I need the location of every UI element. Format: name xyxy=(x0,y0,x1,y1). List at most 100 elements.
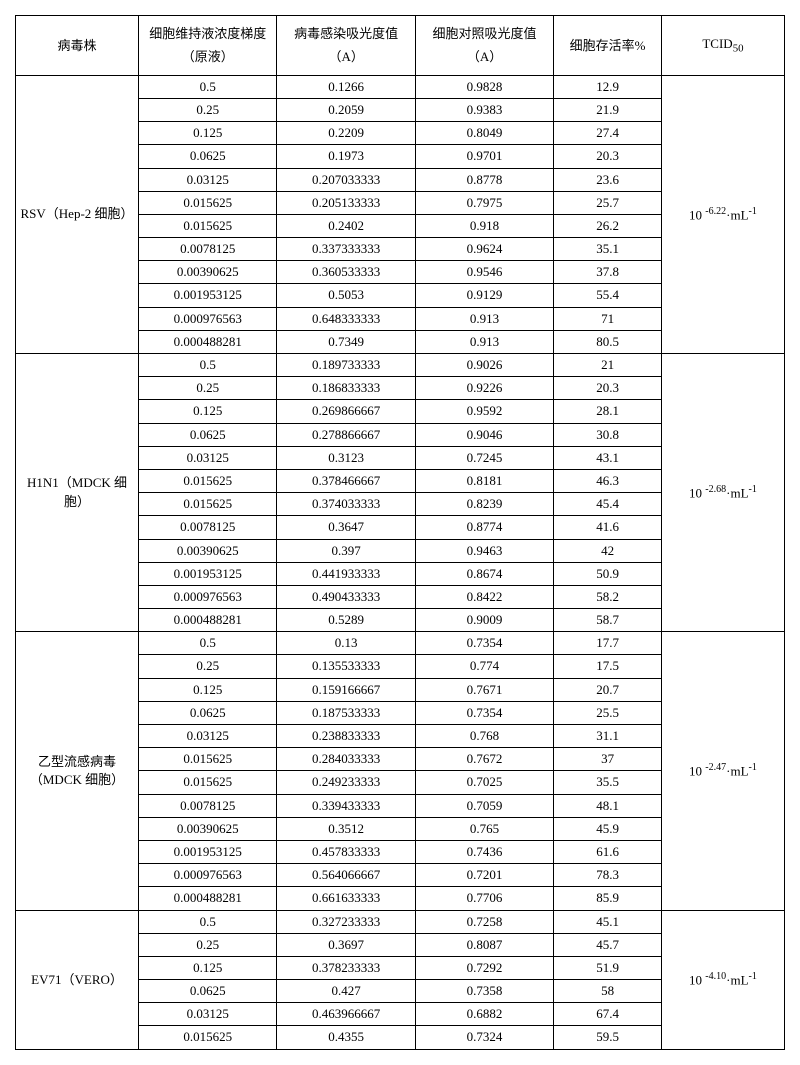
abs-control-cell: 0.7059 xyxy=(415,794,553,817)
header-abs-infect: 病毒感染吸光度值（A） xyxy=(277,16,415,76)
abs-infect-cell: 0.3647 xyxy=(277,516,415,539)
abs-control-cell: 0.9828 xyxy=(415,75,553,98)
abs-infect-cell: 0.2209 xyxy=(277,122,415,145)
abs-control-cell: 0.9383 xyxy=(415,98,553,121)
abs-control-cell: 0.8181 xyxy=(415,469,553,492)
table-row: RSV（Hep-2 细胞）0.50.12660.982812.910 -6.22… xyxy=(16,75,785,98)
conc-cell: 0.0625 xyxy=(139,701,277,724)
table-row: EV71（VERO）0.50.3272333330.725845.110 -4.… xyxy=(16,910,785,933)
survival-cell: 55.4 xyxy=(554,284,662,307)
survival-cell: 48.1 xyxy=(554,794,662,817)
abs-infect-cell: 0.207033333 xyxy=(277,168,415,191)
conc-cell: 0.0625 xyxy=(139,145,277,168)
survival-cell: 51.9 xyxy=(554,956,662,979)
survival-cell: 37 xyxy=(554,748,662,771)
abs-infect-cell: 0.378233333 xyxy=(277,956,415,979)
strain-cell: H1N1（MDCK 细胞） xyxy=(16,354,139,632)
conc-cell: 0.000488281 xyxy=(139,887,277,910)
conc-cell: 0.25 xyxy=(139,377,277,400)
survival-cell: 50.9 xyxy=(554,562,662,585)
abs-infect-cell: 0.661633333 xyxy=(277,887,415,910)
survival-cell: 78.3 xyxy=(554,864,662,887)
tcid-cell: 10 -2.68·mL-1 xyxy=(661,354,784,632)
abs-control-cell: 0.9129 xyxy=(415,284,553,307)
abs-control-cell: 0.8049 xyxy=(415,122,553,145)
table-row: 乙型流感病毒（MDCK 细胞）0.50.130.735417.710 -2.47… xyxy=(16,632,785,655)
abs-infect-cell: 0.1266 xyxy=(277,75,415,98)
conc-cell: 0.000488281 xyxy=(139,609,277,632)
abs-control-cell: 0.768 xyxy=(415,725,553,748)
abs-control-cell: 0.9701 xyxy=(415,145,553,168)
abs-control-cell: 0.7671 xyxy=(415,678,553,701)
survival-cell: 20.3 xyxy=(554,145,662,168)
survival-cell: 17.5 xyxy=(554,655,662,678)
conc-cell: 0.03125 xyxy=(139,1003,277,1026)
header-survival: 细胞存活率% xyxy=(554,16,662,76)
abs-infect-cell: 0.337333333 xyxy=(277,238,415,261)
abs-infect-cell: 0.5053 xyxy=(277,284,415,307)
survival-cell: 41.6 xyxy=(554,516,662,539)
abs-control-cell: 0.8774 xyxy=(415,516,553,539)
conc-cell: 0.001953125 xyxy=(139,562,277,585)
abs-control-cell: 0.7354 xyxy=(415,701,553,724)
survival-cell: 85.9 xyxy=(554,887,662,910)
abs-control-cell: 0.7201 xyxy=(415,864,553,887)
header-tcid: TCID50 xyxy=(661,16,784,76)
abs-infect-cell: 0.3512 xyxy=(277,817,415,840)
conc-cell: 0.25 xyxy=(139,655,277,678)
abs-control-cell: 0.9592 xyxy=(415,400,553,423)
tcid-cell: 10 -6.22·mL-1 xyxy=(661,75,784,353)
abs-control-cell: 0.7354 xyxy=(415,632,553,655)
conc-cell: 0.015625 xyxy=(139,493,277,516)
conc-cell: 0.001953125 xyxy=(139,284,277,307)
survival-cell: 58.7 xyxy=(554,609,662,632)
survival-cell: 59.5 xyxy=(554,1026,662,1049)
strain-cell: EV71（VERO） xyxy=(16,910,139,1049)
abs-control-cell: 0.7292 xyxy=(415,956,553,979)
survival-cell: 80.5 xyxy=(554,330,662,353)
survival-cell: 30.8 xyxy=(554,423,662,446)
survival-cell: 37.8 xyxy=(554,261,662,284)
conc-cell: 0.5 xyxy=(139,75,277,98)
abs-infect-cell: 0.278866667 xyxy=(277,423,415,446)
conc-cell: 0.5 xyxy=(139,910,277,933)
survival-cell: 58 xyxy=(554,980,662,1003)
survival-cell: 35.5 xyxy=(554,771,662,794)
conc-cell: 0.000488281 xyxy=(139,330,277,353)
abs-infect-cell: 0.374033333 xyxy=(277,493,415,516)
conc-cell: 0.125 xyxy=(139,678,277,701)
abs-control-cell: 0.913 xyxy=(415,307,553,330)
survival-cell: 45.7 xyxy=(554,933,662,956)
conc-cell: 0.000976563 xyxy=(139,307,277,330)
table-row: H1N1（MDCK 细胞）0.50.1897333330.90262110 -2… xyxy=(16,354,785,377)
conc-cell: 0.015625 xyxy=(139,1026,277,1049)
abs-control-cell: 0.7706 xyxy=(415,887,553,910)
conc-cell: 0.03125 xyxy=(139,446,277,469)
conc-cell: 0.0625 xyxy=(139,423,277,446)
abs-infect-cell: 0.249233333 xyxy=(277,771,415,794)
tcid-cell: 10 -4.10·mL-1 xyxy=(661,910,784,1049)
abs-infect-cell: 0.463966667 xyxy=(277,1003,415,1026)
abs-control-cell: 0.9046 xyxy=(415,423,553,446)
conc-cell: 0.0078125 xyxy=(139,516,277,539)
abs-control-cell: 0.7436 xyxy=(415,840,553,863)
conc-cell: 0.015625 xyxy=(139,771,277,794)
abs-infect-cell: 0.339433333 xyxy=(277,794,415,817)
conc-cell: 0.03125 xyxy=(139,725,277,748)
abs-control-cell: 0.9226 xyxy=(415,377,553,400)
abs-control-cell: 0.913 xyxy=(415,330,553,353)
abs-infect-cell: 0.238833333 xyxy=(277,725,415,748)
abs-infect-cell: 0.1973 xyxy=(277,145,415,168)
abs-infect-cell: 0.397 xyxy=(277,539,415,562)
conc-cell: 0.015625 xyxy=(139,214,277,237)
abs-control-cell: 0.9546 xyxy=(415,261,553,284)
conc-cell: 0.000976563 xyxy=(139,864,277,887)
abs-infect-cell: 0.5289 xyxy=(277,609,415,632)
abs-infect-cell: 0.13 xyxy=(277,632,415,655)
conc-cell: 0.015625 xyxy=(139,748,277,771)
survival-cell: 35.1 xyxy=(554,238,662,261)
conc-cell: 0.00390625 xyxy=(139,261,277,284)
conc-cell: 0.125 xyxy=(139,956,277,979)
abs-control-cell: 0.8778 xyxy=(415,168,553,191)
abs-infect-cell: 0.2402 xyxy=(277,214,415,237)
